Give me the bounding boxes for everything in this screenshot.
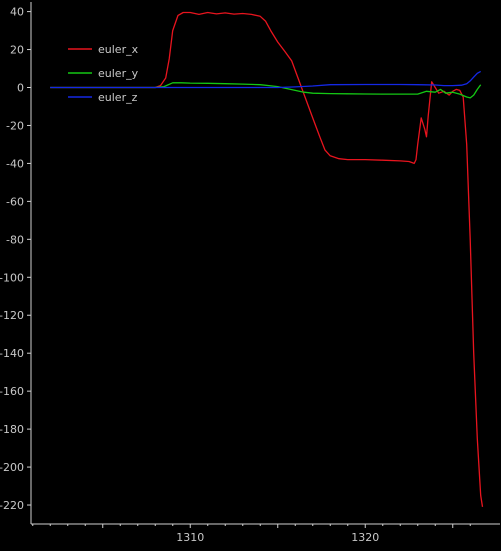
y-tick-label: -220	[0, 499, 24, 512]
legend-label-euler_z: euler_z	[98, 91, 138, 104]
y-tick-label: -160	[0, 385, 24, 398]
series-line-euler_y	[50, 82, 482, 99]
y-tick-label: 20	[10, 44, 24, 57]
series-line-euler_x	[50, 11, 484, 508]
series-group	[50, 11, 484, 508]
y-tick-label: -140	[0, 347, 24, 360]
y-tick-label: -60	[6, 195, 24, 208]
y-tick-label: -20	[6, 119, 24, 132]
y-tick-label: 40	[10, 6, 24, 19]
y-axis: 40 20 0 -20 -40 -60 -80 -100 -120 -140 -160 -180 -20…	[0, 2, 32, 524]
y-tick-label: -40	[6, 157, 24, 170]
y-tick-label: -200	[0, 461, 24, 474]
legend-label-euler_y: euler_y	[98, 67, 139, 80]
x-axis: 1310 1320	[31, 523, 500, 544]
series-line-euler_z	[50, 70, 482, 89]
legend: euler_x euler_y euler_z	[68, 43, 139, 104]
x-tick-label: 1310	[176, 531, 204, 544]
y-tick-label: 0	[17, 82, 24, 95]
y-tick-label: -80	[6, 233, 24, 246]
y-tick-label: -100	[0, 271, 24, 284]
y-tick-label: -120	[0, 309, 24, 322]
y-tick-label: -180	[0, 423, 24, 436]
legend-label-euler_x: euler_x	[98, 43, 139, 56]
x-tick-label: 1320	[351, 531, 379, 544]
